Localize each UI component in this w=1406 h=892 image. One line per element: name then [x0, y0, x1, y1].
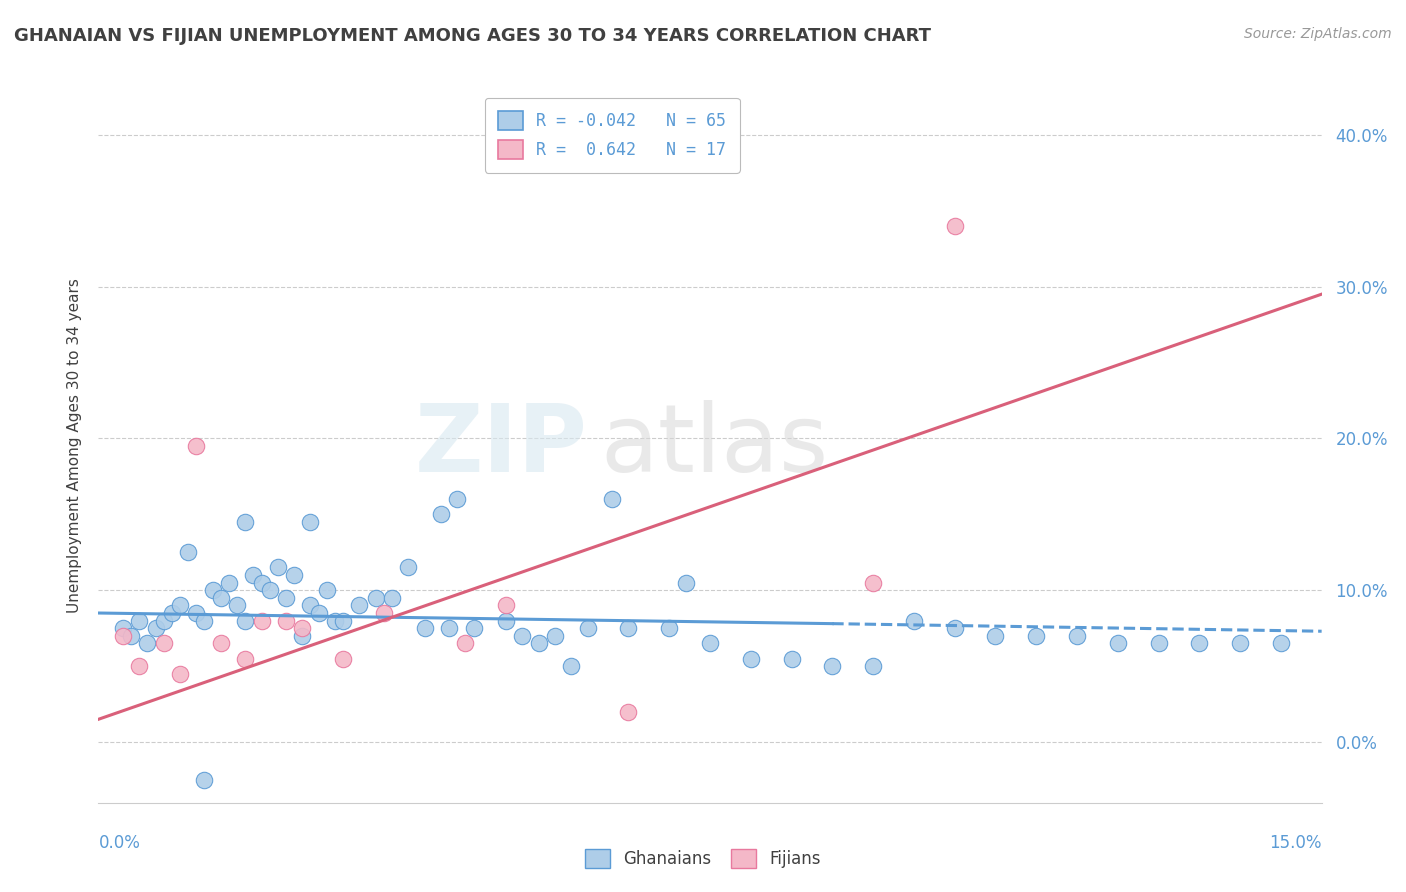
Point — [527, 636, 550, 650]
Point — [186, 606, 208, 620]
Point — [446, 492, 468, 507]
Point — [291, 621, 314, 635]
Point — [984, 629, 1007, 643]
Y-axis label: Unemployment Among Ages 30 to 34 years: Unemployment Among Ages 30 to 34 years — [66, 278, 82, 614]
Point — [145, 621, 167, 635]
Point — [495, 599, 517, 613]
Point — [209, 636, 232, 650]
Point — [193, 614, 215, 628]
Text: GHANAIAN VS FIJIAN UNEMPLOYMENT AMONG AGES 30 TO 34 YEARS CORRELATION CHART: GHANAIAN VS FIJIAN UNEMPLOYMENT AMONG AG… — [14, 27, 931, 45]
Point — [201, 583, 224, 598]
Point — [576, 621, 599, 635]
Point — [495, 614, 517, 628]
Point — [862, 575, 884, 590]
Point — [218, 575, 240, 590]
Point — [128, 659, 150, 673]
Point — [308, 606, 330, 620]
Point — [242, 568, 264, 582]
Point — [152, 636, 174, 650]
Text: ZIP: ZIP — [415, 400, 588, 492]
Point — [699, 636, 721, 650]
Point — [128, 614, 150, 628]
Point — [152, 614, 174, 628]
Point — [373, 606, 395, 620]
Point — [299, 599, 322, 613]
Point — [1147, 636, 1170, 650]
Point — [780, 651, 803, 665]
Point — [274, 614, 297, 628]
Point — [259, 583, 281, 598]
Text: atlas: atlas — [600, 400, 828, 492]
Point — [160, 606, 183, 620]
Point — [943, 621, 966, 635]
Point — [120, 629, 142, 643]
Point — [658, 621, 681, 635]
Point — [209, 591, 232, 605]
Text: Source: ZipAtlas.com: Source: ZipAtlas.com — [1244, 27, 1392, 41]
Point — [186, 439, 208, 453]
Point — [413, 621, 436, 635]
Point — [111, 629, 134, 643]
Point — [274, 591, 297, 605]
Point — [332, 651, 354, 665]
Point — [617, 621, 640, 635]
Point — [1107, 636, 1129, 650]
Point — [675, 575, 697, 590]
Point — [233, 515, 256, 529]
Point — [226, 599, 249, 613]
Point — [291, 629, 314, 643]
Text: 0.0%: 0.0% — [98, 834, 141, 852]
Point — [454, 636, 477, 650]
Point — [396, 560, 419, 574]
Point — [560, 659, 582, 673]
Point — [1066, 629, 1088, 643]
Point — [512, 629, 534, 643]
Text: 15.0%: 15.0% — [1270, 834, 1322, 852]
Point — [740, 651, 762, 665]
Point — [233, 651, 256, 665]
Point — [250, 614, 273, 628]
Point — [437, 621, 460, 635]
Legend: Ghanaians, Fijians: Ghanaians, Fijians — [578, 842, 828, 875]
Point — [1025, 629, 1047, 643]
Point — [111, 621, 134, 635]
Point — [1270, 636, 1292, 650]
Point — [943, 219, 966, 233]
Point — [463, 621, 485, 635]
Point — [332, 614, 354, 628]
Point — [617, 705, 640, 719]
Point — [544, 629, 567, 643]
Legend: R = -0.042   N = 65, R =  0.642   N = 17: R = -0.042 N = 65, R = 0.642 N = 17 — [485, 97, 740, 173]
Point — [250, 575, 273, 590]
Point — [323, 614, 346, 628]
Point — [177, 545, 200, 559]
Point — [169, 599, 191, 613]
Point — [299, 515, 322, 529]
Point — [1229, 636, 1251, 650]
Point — [169, 666, 191, 681]
Point — [267, 560, 290, 574]
Point — [381, 591, 404, 605]
Point — [862, 659, 884, 673]
Point — [315, 583, 337, 598]
Point — [903, 614, 925, 628]
Point — [821, 659, 844, 673]
Point — [233, 614, 256, 628]
Point — [193, 772, 215, 787]
Point — [364, 591, 387, 605]
Point — [136, 636, 159, 650]
Point — [430, 508, 453, 522]
Point — [1188, 636, 1211, 650]
Point — [600, 492, 623, 507]
Point — [283, 568, 305, 582]
Point — [349, 599, 371, 613]
